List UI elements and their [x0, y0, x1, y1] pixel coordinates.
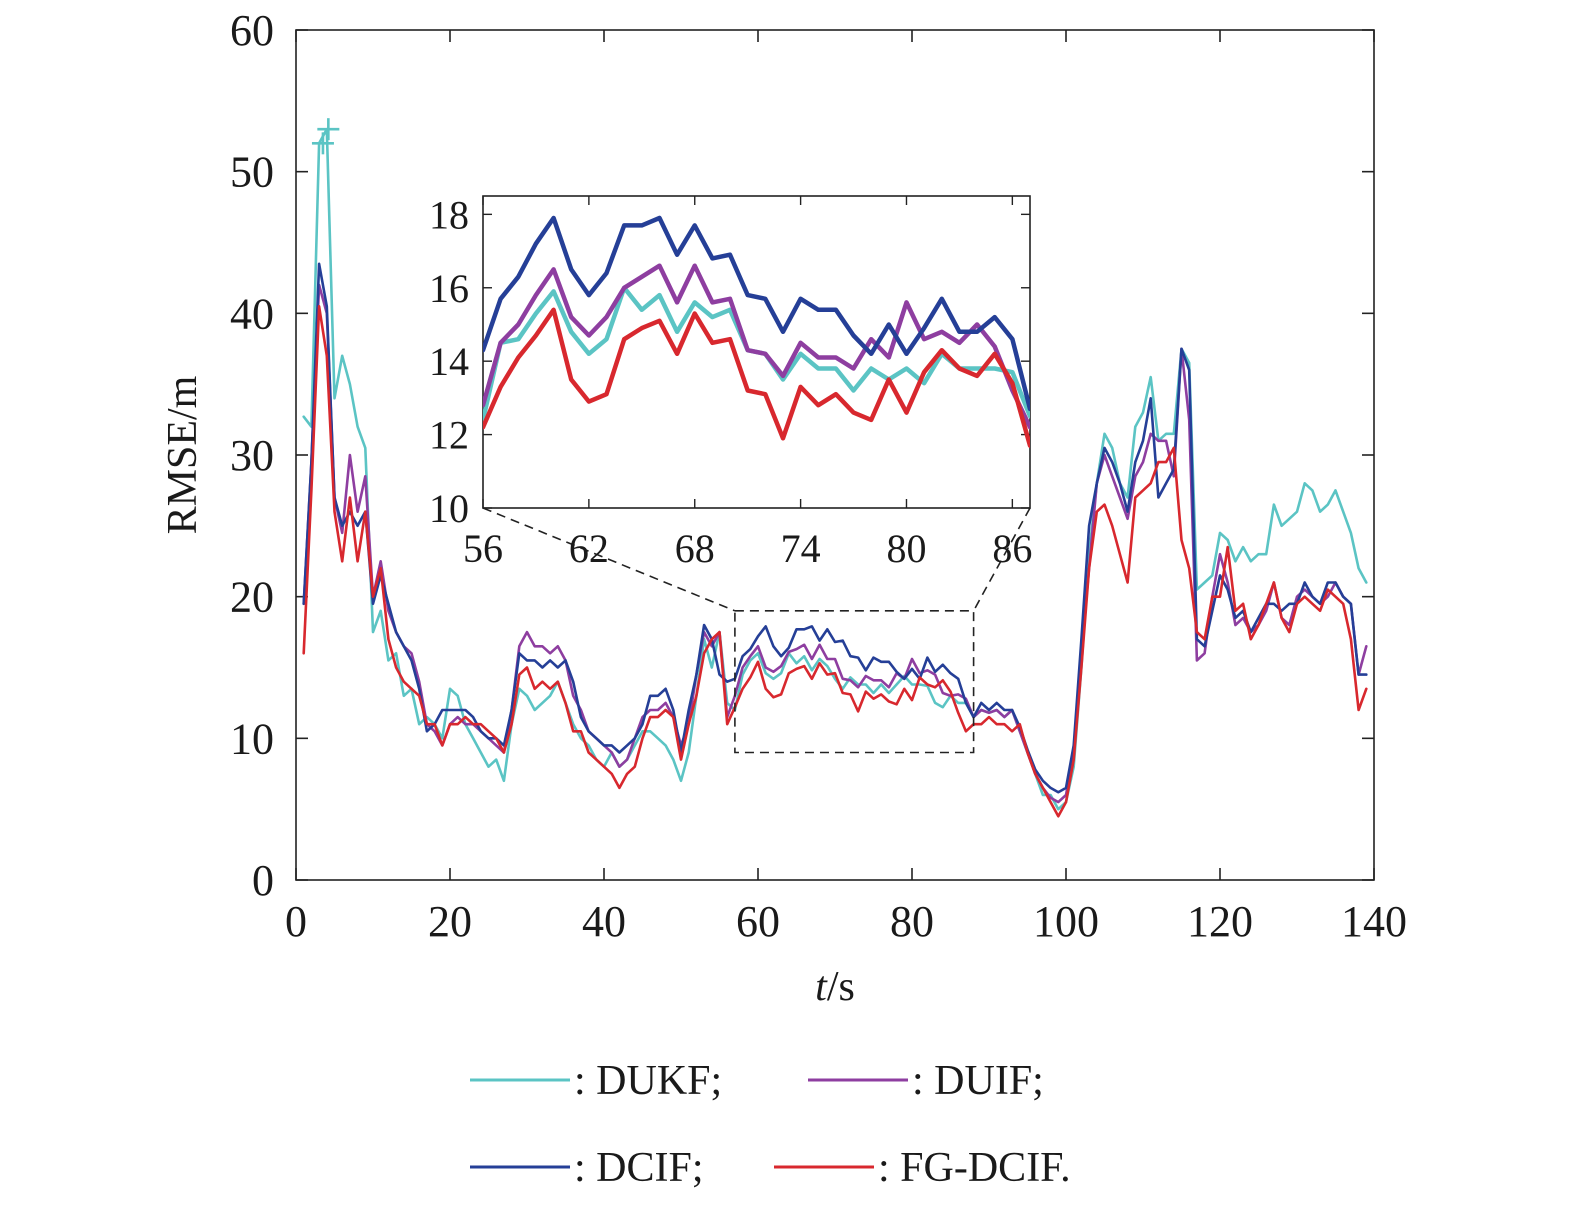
plus-marker — [311, 132, 334, 155]
zoom-connector-right — [972, 507, 1031, 612]
y-tick-label: 20 — [230, 573, 274, 622]
x-tick-label: 120 — [1187, 897, 1253, 946]
legend-label: : DUKF; — [574, 1058, 722, 1104]
series-line-dukf — [302, 127, 1368, 811]
inset-y-tick-label: 10 — [429, 486, 469, 531]
inset-x-tick-label: 80 — [886, 526, 926, 571]
series-line-dcif — [302, 262, 1368, 794]
inset-series-line-dcif — [483, 215, 1030, 412]
series-line-fg-dcif — [302, 305, 1368, 818]
legend-label: : DUIF; — [912, 1058, 1044, 1104]
inset-x-tick-label: 56 — [463, 526, 503, 571]
y-tick-label: 60 — [230, 6, 274, 55]
x-tick-label: 80 — [890, 897, 934, 946]
x-axis-label: t/s — [815, 964, 855, 1010]
x-axis-label-italic: t — [815, 964, 828, 1010]
inset-x-tick-label: 68 — [675, 526, 715, 571]
inset-plot: 56 62 68 74 80 86 10 12 14 16 18 — [429, 192, 1032, 612]
legend-label: : FG-DCIF. — [878, 1145, 1071, 1191]
legend-item-dcif: : DCIF; — [470, 1145, 704, 1191]
y-tick-label: 30 — [230, 431, 274, 480]
y-tick-label: 50 — [230, 148, 274, 197]
legend-label: : DCIF; — [574, 1145, 704, 1191]
inset-series-line-fg-dcif — [483, 307, 1030, 448]
x-tick-label: 20 — [428, 897, 472, 946]
main-plot: 0 20 40 60 80 100 120 140 0 10 20 30 40 50 60 t/s RMSE/m — [160, 6, 1407, 1010]
x-tick-label: 140 — [1341, 897, 1407, 946]
inset-y-tick-label: 18 — [429, 192, 469, 237]
inset-x-tick-label: 74 — [781, 526, 821, 571]
x-axis-label-unit: /s — [827, 964, 855, 1010]
zoom-box — [734, 610, 975, 754]
plus-marker — [317, 118, 340, 141]
inset-series-line-duif — [483, 263, 1030, 430]
x-tick-label: 100 — [1033, 897, 1099, 946]
legend-item-fg-dcif: : FG-DCIF. — [774, 1145, 1071, 1191]
x-tick-label: 0 — [285, 897, 307, 946]
legend-item-duif: : DUIF; — [808, 1058, 1044, 1104]
y-tick-label: 0 — [252, 856, 274, 905]
y-tick-label: 10 — [230, 714, 274, 763]
inset-x-tick-label: 86 — [992, 526, 1032, 571]
legend: : DUKF; : DUIF; : DCIF; : FG-DCIF. — [470, 1058, 1071, 1191]
inset-y-tick-label: 16 — [429, 266, 469, 311]
inset-y-tick-label: 12 — [429, 413, 469, 458]
x-tick-label: 60 — [736, 897, 780, 946]
y-axis-label: RMSE/m — [160, 375, 206, 534]
legend-item-dukf: : DUKF; — [470, 1058, 722, 1104]
inset-y-tick-label: 14 — [429, 339, 469, 384]
x-tick-label: 40 — [582, 897, 626, 946]
inset-series-line-dukf — [483, 285, 1030, 423]
y-tick-label: 40 — [230, 289, 274, 338]
zoom-connector-left — [482, 507, 736, 612]
inset-x-tick-label: 62 — [569, 526, 609, 571]
